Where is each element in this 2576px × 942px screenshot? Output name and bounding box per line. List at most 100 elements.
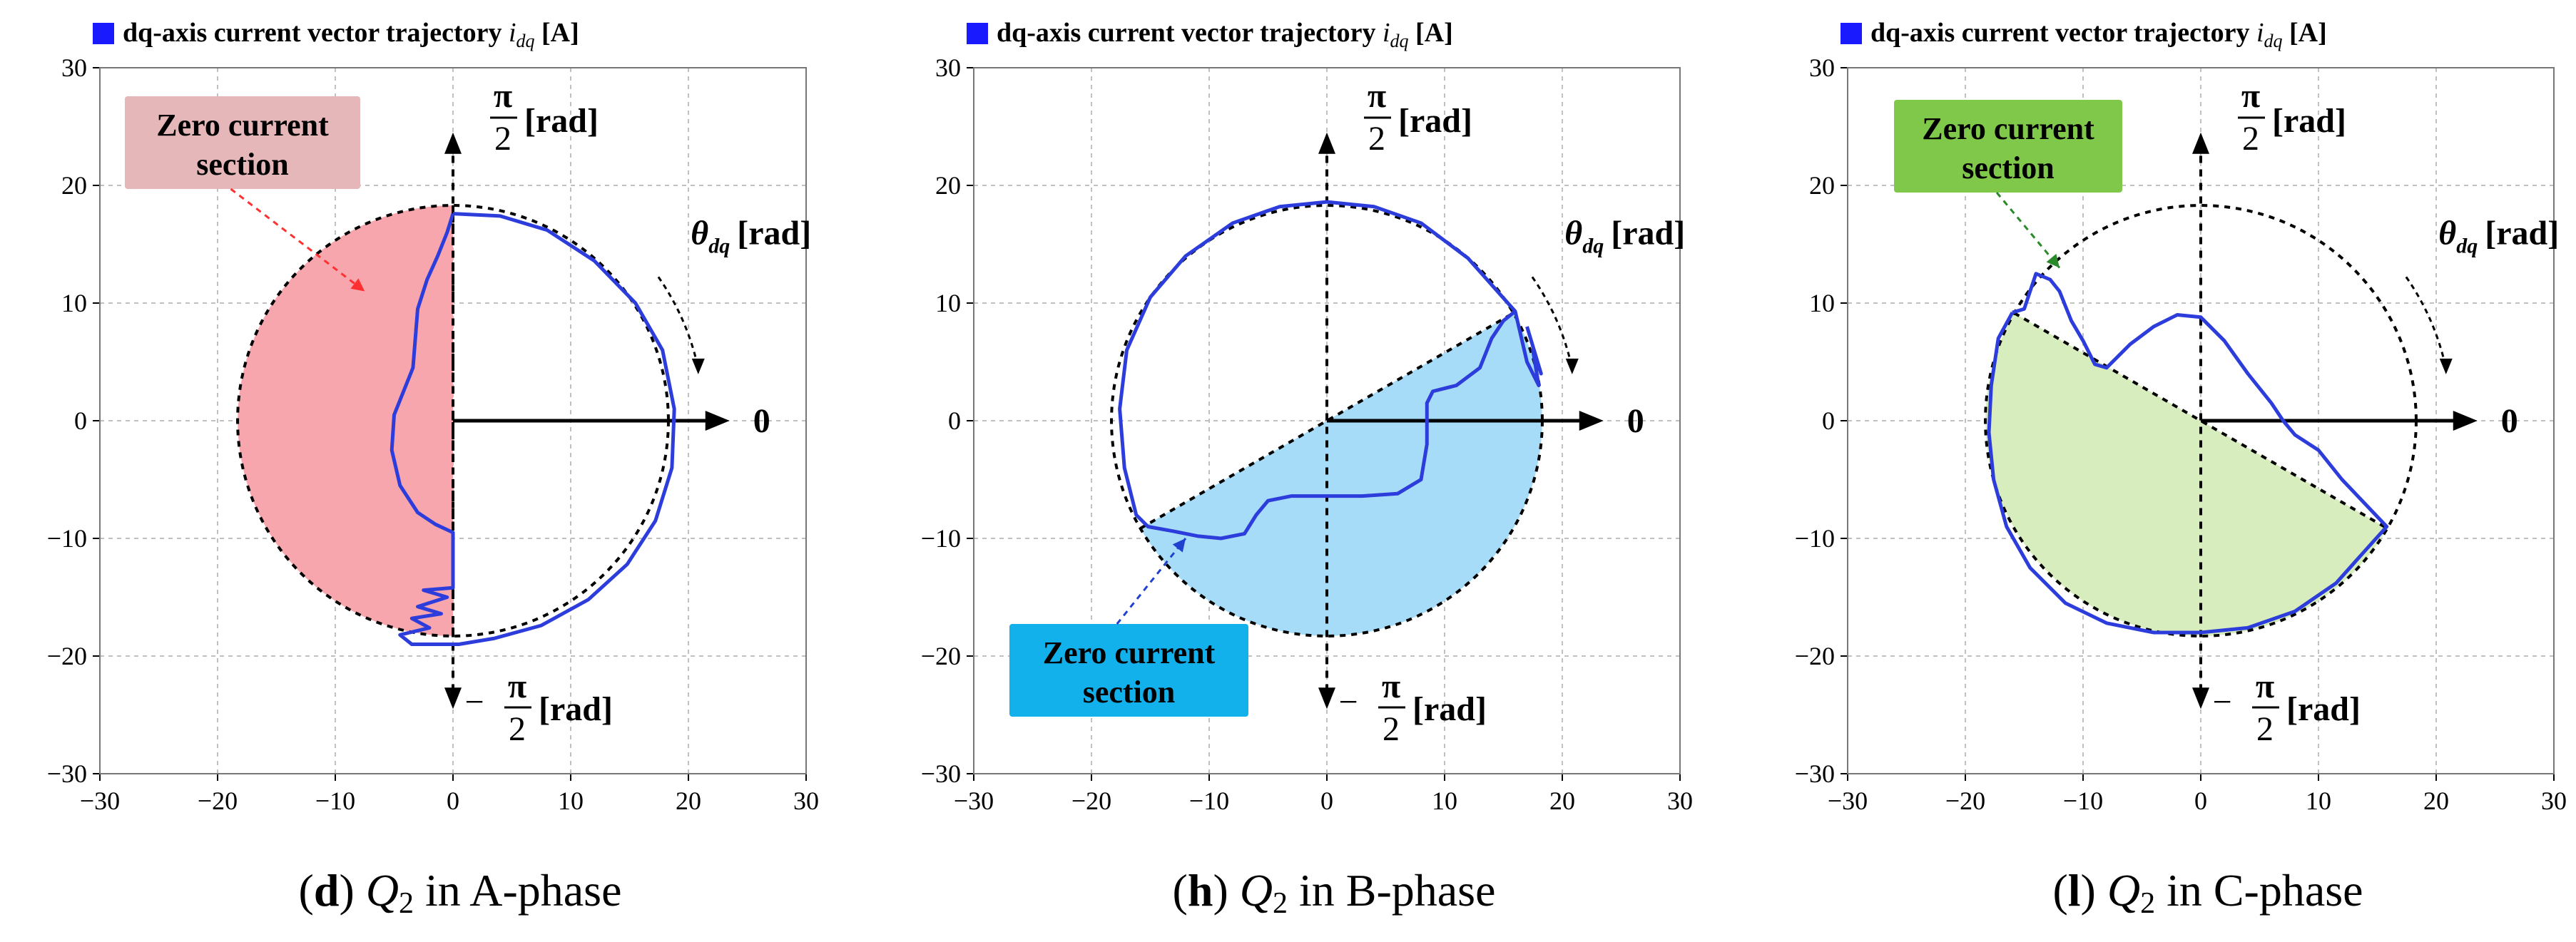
bottom-label-unit: [rad]	[1412, 690, 1487, 728]
plot-frame	[99, 67, 807, 774]
zero-current-section	[1985, 313, 2388, 636]
caption-var: Q	[1240, 865, 1273, 916]
x-tick-label: 0	[2194, 787, 2207, 815]
trajectory-line	[1987, 272, 2389, 635]
arrow-down	[444, 687, 462, 710]
theta-arc	[657, 276, 700, 369]
bottom-label-sign: −	[2212, 683, 2231, 721]
caption-rest: in C-phase	[2155, 865, 2363, 916]
theta-arc	[1531, 276, 1574, 369]
y-tick-label: −10	[921, 524, 961, 553]
theta-unit: [rad]	[2485, 215, 2559, 252]
callout-line1: Zero current	[156, 108, 329, 143]
panel-h: dq-axis current vector trajectory idq [A…	[921, 18, 1693, 920]
callout-line2: section	[1083, 675, 1176, 710]
x-tick-label: −30	[954, 787, 994, 815]
y-tick-label: 20	[1809, 171, 1835, 200]
legend-subscript: dq	[516, 31, 535, 51]
caption-sub: 2	[399, 887, 414, 920]
caption-close: )	[339, 865, 365, 916]
caption-rest: in A-phase	[414, 865, 622, 916]
x-tick-label: 30	[793, 787, 819, 815]
theta-unit: [rad]	[737, 215, 811, 252]
x-tick-label: 20	[1549, 787, 1575, 815]
theta-arc	[2405, 276, 2448, 369]
callout-box	[125, 96, 360, 189]
x-tick-label: −20	[1945, 787, 1985, 815]
caption-rest: in B-phase	[1288, 865, 1496, 916]
top-label-numerator: π	[2241, 77, 2260, 115]
y-tick-label: −20	[921, 642, 961, 670]
bottom-label-sign: −	[1338, 683, 1358, 721]
caption-var: Q	[2107, 865, 2140, 916]
callout-arrow	[1995, 192, 2061, 269]
y-tick-label: −20	[1795, 642, 1835, 670]
caption: (d) Q2 in A-phase	[299, 865, 622, 920]
y-tick-label: 30	[1809, 53, 1835, 82]
x-tick-label: −30	[1828, 787, 1868, 815]
x-tick-label: 30	[2541, 787, 2567, 815]
y-tick-label: 10	[61, 289, 87, 317]
axes	[1318, 132, 1604, 710]
theta-arrowhead	[691, 358, 705, 374]
top-label-denominator: 2	[2242, 120, 2259, 158]
y-tick-label: 10	[1809, 289, 1835, 317]
legend-symbol: i	[1383, 18, 1390, 48]
theta-symbol: θ	[1564, 215, 1582, 252]
legend-label: dq-axis current vector trajectory idq [A…	[997, 18, 1453, 51]
legend-symbol: i	[2256, 18, 2264, 48]
callout-arrowhead	[2046, 253, 2060, 268]
x-tick-label: −10	[2063, 787, 2103, 815]
x-tick-label: 20	[2423, 787, 2449, 815]
top-label-numerator: π	[1368, 77, 1386, 115]
x-tick-label: −10	[315, 787, 355, 815]
bottom-label-unit: [rad]	[539, 690, 613, 728]
x-tick-label: −30	[80, 787, 120, 815]
caption-open: (	[2052, 865, 2067, 916]
theta-subscript: dq	[2456, 235, 2478, 258]
legend-subscript: dq	[1390, 31, 1409, 51]
legend-label: dq-axis current vector trajectory idq [A…	[123, 18, 579, 51]
top-label-unit: [rad]	[1398, 102, 1472, 140]
x-tick-label: 10	[1432, 787, 1457, 815]
caption-open: (	[299, 865, 314, 916]
y-tick-label: −30	[921, 759, 961, 788]
arrow-right	[1579, 411, 1604, 431]
axes	[2192, 132, 2478, 710]
legend: dq-axis current vector trajectory idq [A…	[93, 18, 579, 51]
top-label-unit: [rad]	[2272, 102, 2346, 140]
legend-text: dq-axis current vector trajectory	[1870, 18, 2256, 48]
bottom-label-numerator: π	[1382, 667, 1400, 705]
bottom-label-sign: −	[464, 683, 484, 721]
x-tick-label: 10	[558, 787, 584, 815]
callout-line2: section	[196, 147, 289, 182]
legend-text: dq-axis current vector trajectory	[123, 18, 509, 48]
zero-current-section	[1140, 313, 1542, 636]
theta-subscript: dq	[708, 235, 730, 258]
bottom-label-unit: [rad]	[2286, 690, 2361, 728]
section-boundary	[2013, 312, 2388, 530]
caption-close: )	[2081, 865, 2107, 916]
arrow-right	[705, 411, 730, 431]
legend-text: dq-axis current vector trajectory	[997, 18, 1383, 48]
y-tick-label: −10	[1795, 524, 1835, 553]
theta-arrowhead	[1565, 358, 1579, 374]
theta-symbol: θ	[691, 215, 708, 252]
y-tick-label: −20	[47, 642, 87, 670]
y-tick-label: 0	[1822, 406, 1835, 435]
caption-open: (	[1173, 865, 1188, 916]
theta-label: θdq [rad]	[1564, 215, 1685, 258]
bottom-label-numerator: π	[508, 667, 526, 705]
arrow-down	[2192, 687, 2209, 710]
arrow-up	[2192, 132, 2209, 154]
top-label-unit: [rad]	[524, 102, 599, 140]
y-tick-label: 30	[935, 53, 961, 82]
top-label-numerator: π	[494, 77, 512, 115]
callout-arrow	[1116, 538, 1187, 625]
top-label-denominator: 2	[1368, 120, 1385, 158]
y-tick-label: 20	[61, 171, 87, 200]
right-label: 0	[753, 402, 770, 440]
bottom-label-numerator: π	[2256, 667, 2274, 705]
caption-var: Q	[366, 865, 399, 916]
legend-symbol: i	[509, 18, 516, 48]
